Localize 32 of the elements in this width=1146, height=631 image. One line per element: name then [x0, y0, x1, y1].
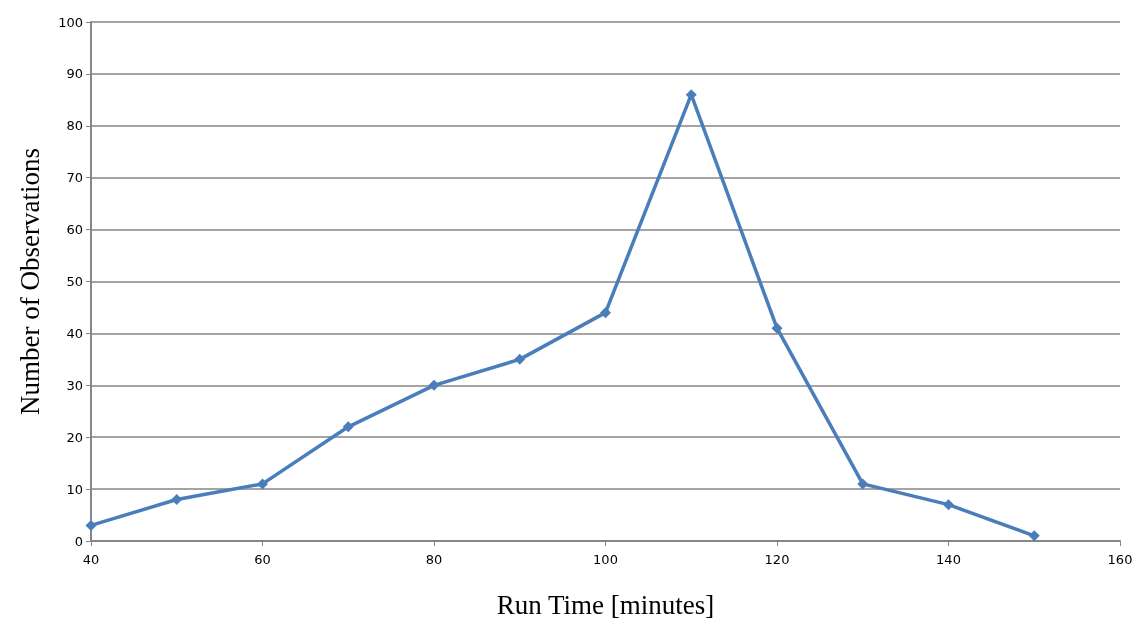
x-tick-label: 80: [425, 552, 443, 567]
y-tick-label: 100: [58, 14, 83, 30]
x-tick-label: 120: [764, 552, 790, 567]
point: [514, 353, 526, 365]
y-tick-label: 60: [66, 222, 83, 238]
x-axis-title: Run Time [minutes]: [496, 589, 715, 620]
y-tick-label: 30: [66, 377, 83, 393]
point: [857, 478, 869, 490]
y-tick-label: 70: [66, 170, 83, 186]
y-tick-label: 80: [66, 118, 83, 134]
point: [85, 519, 97, 531]
point: [943, 499, 954, 511]
y-axis-title: Number of Observations: [14, 148, 45, 415]
x-tick-label: 160: [1107, 552, 1133, 567]
point: [771, 322, 783, 334]
point: [600, 307, 611, 319]
y-tick-label: 20: [66, 429, 83, 445]
point: [685, 89, 697, 101]
point: [342, 421, 354, 433]
x-tick-label: 60: [254, 552, 271, 567]
y-tick-label: 10: [66, 481, 83, 497]
point: [428, 379, 440, 391]
point: [171, 493, 183, 505]
x-tick-label: 140: [936, 552, 961, 567]
y-tick-label: 40: [66, 325, 83, 341]
x-tick-label: 100: [593, 552, 618, 567]
y-tick-label: 90: [66, 66, 83, 82]
y-tick-label: 50: [66, 274, 83, 289]
y-tick-label: 0: [74, 533, 83, 549]
point: [1028, 530, 1040, 542]
x-tick-label: 40: [82, 552, 100, 567]
point: [257, 478, 268, 490]
